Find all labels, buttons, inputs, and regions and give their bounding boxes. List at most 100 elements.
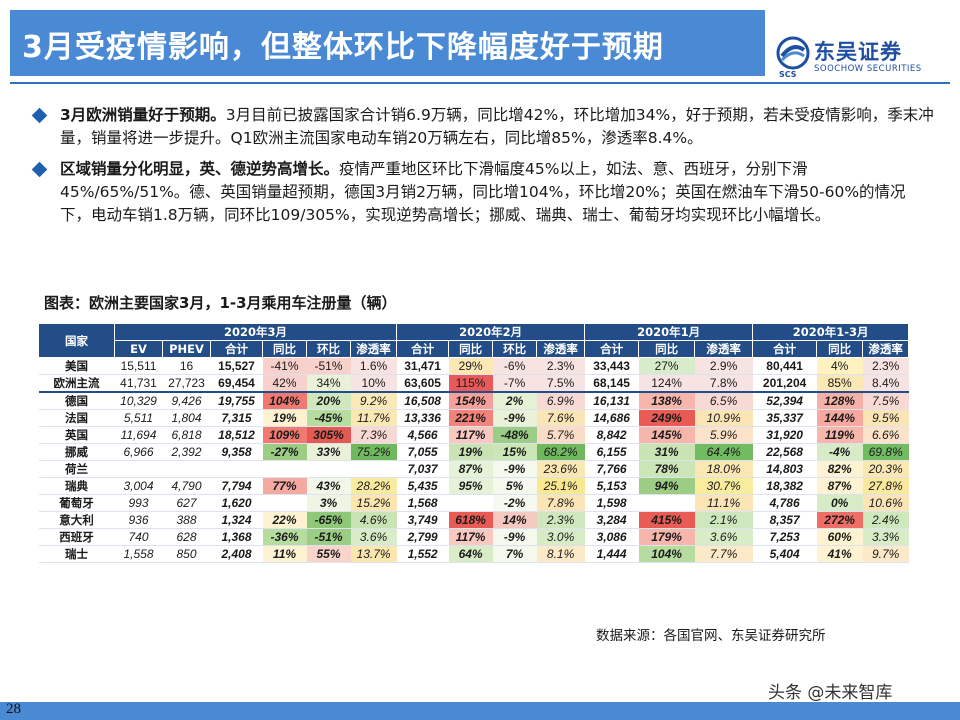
- table-cell: 305%: [306, 426, 351, 444]
- table-cell: 7.8%: [694, 374, 753, 393]
- table-cell: 1,368: [210, 528, 263, 546]
- table-cell: 11.7%: [350, 409, 397, 427]
- table-cell: 740: [114, 528, 163, 546]
- bullet-text: 3月目前已披露国家合计销6.9万辆，同比增42%，环比增加34%，好于预期，若未…: [60, 106, 934, 147]
- table-cell: 55%: [306, 545, 351, 563]
- table-row: 葡萄牙 993 627 1,620 3% 15.2% 1,568 -2% 7.8% 1,598 11…: [38, 494, 909, 512]
- table-cell: 9.5%: [862, 409, 909, 427]
- column-header: 合计: [396, 340, 450, 358]
- table-cell: -9%: [492, 409, 537, 427]
- table-row: 荷兰 7,037 87% -9% 23.6% 7,766 78% 18.0% 14,803 82%…: [38, 460, 909, 478]
- table-cell: 31,920: [752, 426, 817, 444]
- table-cell: -51%: [306, 528, 351, 546]
- table-cell: 7.3%: [350, 426, 397, 444]
- table-row: 瑞士 1,558 850 2,408 11% 55% 13.7% 1,552 64% 7% 8.1%…: [38, 545, 909, 563]
- table-cell: 1,804: [162, 409, 211, 427]
- table-cell: 117%: [448, 528, 493, 546]
- table-cell: [262, 494, 307, 512]
- table-cell: 7.8%: [536, 494, 585, 512]
- watermark: 头条 @未来智库: [768, 683, 893, 703]
- country-cell: 瑞士: [38, 545, 115, 563]
- group-header: 2020年1月: [584, 323, 754, 341]
- table-cell: 16: [162, 357, 211, 375]
- table-cell: 2,799: [396, 528, 449, 546]
- table-cell: 5.7%: [536, 426, 585, 444]
- table-cell: 1,568: [396, 494, 449, 512]
- table-cell: -51%: [306, 357, 351, 375]
- group-header: 2020年3月: [113, 323, 398, 341]
- table-cell: 19%: [262, 409, 307, 427]
- table-cell: 9,426: [162, 391, 211, 410]
- diamond-bullet-icon: [31, 161, 48, 178]
- table-cell: 23.6%: [536, 460, 585, 478]
- table-cell: -45%: [306, 409, 351, 427]
- table-cell: 3,284: [584, 511, 639, 529]
- table-cell: 1,444: [584, 545, 639, 563]
- table-cell: 63,605: [396, 374, 449, 393]
- table-row: 挪威 6,966 2,392 9,358 -27% 33% 75.2% 7,055 19% 15%…: [38, 443, 909, 461]
- table-cell: 9.2%: [350, 391, 397, 410]
- table-cell: 10.9%: [694, 409, 753, 427]
- table-cell: 628: [162, 528, 211, 546]
- table-cell: 1,558: [114, 545, 163, 563]
- table-cell: 7,794: [210, 477, 263, 495]
- country-header: 国家: [38, 323, 115, 358]
- table-cell: 5%: [492, 477, 537, 495]
- table-cell: 34%: [306, 374, 351, 393]
- table-cell: 19,755: [210, 391, 263, 410]
- table-cell: 30.7%: [694, 477, 753, 495]
- table-cell: 1.6%: [350, 357, 397, 375]
- country-cell: 挪威: [38, 443, 115, 461]
- table-cell: 8.4%: [862, 374, 909, 393]
- table-cell: 1,324: [210, 511, 263, 529]
- table-cell: 2,392: [162, 443, 211, 461]
- bullet-item: 3月欧洲销量好于预期。3月目前已披露国家合计销6.9万辆，同比增42%，环比增加…: [22, 104, 934, 150]
- table-cell: 272%: [816, 511, 863, 529]
- data-source-note: 数据来源：各国官网、东吴证券研究所: [596, 628, 826, 644]
- table-cell: 87%: [816, 477, 863, 495]
- table-cell: 7.5%: [862, 391, 909, 410]
- table-cell: 60%: [816, 528, 863, 546]
- table-cell: 2.1%: [694, 511, 753, 529]
- table-cell: 94%: [638, 477, 695, 495]
- table-cell: 14%: [492, 511, 537, 529]
- country-cell: 意大利: [38, 511, 115, 529]
- table-cell: 20%: [306, 391, 351, 410]
- table-cell: 850: [162, 545, 211, 563]
- table-cell: 22%: [262, 511, 307, 529]
- group-header: 2020年1-3月: [752, 323, 910, 341]
- table-row: 美国 15,511 16 15,527 -41% -51% 1.6% 31,471 29% -6%…: [38, 357, 909, 375]
- country-cell: 英国: [38, 426, 115, 444]
- table-cell: 8,357: [752, 511, 817, 529]
- country-cell: 德国: [38, 391, 115, 410]
- table-cell: 11%: [262, 545, 307, 563]
- table-cell: -48%: [492, 426, 537, 444]
- table-title: 图表：欧洲主要国家3月，1-3月乘用车注册量（辆）: [44, 294, 397, 312]
- bullet-item: 区域销量分化明显，英、德逆势高增长。疫情严重地区环比下滑幅度45%以上，如法、意…: [22, 158, 934, 227]
- table-cell: 4,566: [396, 426, 449, 444]
- table-cell: 3%: [306, 494, 351, 512]
- table-cell: [162, 460, 211, 478]
- table-cell: 19%: [448, 443, 493, 461]
- table-cell: 87%: [448, 460, 493, 478]
- table-cell: 4.6%: [350, 511, 397, 529]
- bullet-text: 疫情严重地区环比下滑幅度45%以上，如法、意、西班牙，分别下滑45%/65%/5…: [60, 160, 906, 224]
- bullet-lead: 区域销量分化明显，英、德逆势高增长。: [60, 160, 340, 178]
- table-cell: -6%: [492, 357, 537, 375]
- table-cell: 5,435: [396, 477, 449, 495]
- table-cell: -36%: [262, 528, 307, 546]
- table-cell: 68.2%: [536, 443, 585, 461]
- table-cell: 117%: [448, 426, 493, 444]
- table-cell: 7.6%: [536, 409, 585, 427]
- table-cell: 5,153: [584, 477, 639, 495]
- table-cell: 9.7%: [862, 545, 909, 563]
- table-cell: 179%: [638, 528, 695, 546]
- table-cell: 7,315: [210, 409, 263, 427]
- table-cell: 15,527: [210, 357, 263, 375]
- table-row: 法国 5,511 1,804 7,315 19% -45% 11.7% 13,336 221% -…: [38, 409, 909, 427]
- table-cell: 28.2%: [350, 477, 397, 495]
- country-cell: 西班牙: [38, 528, 115, 546]
- table-cell: 3.0%: [536, 528, 585, 546]
- table-cell: 2.4%: [862, 511, 909, 529]
- table-row: 西班牙 740 628 1,368 -36% -51% 3.6% 2,799 117% -9% 3.…: [38, 528, 909, 546]
